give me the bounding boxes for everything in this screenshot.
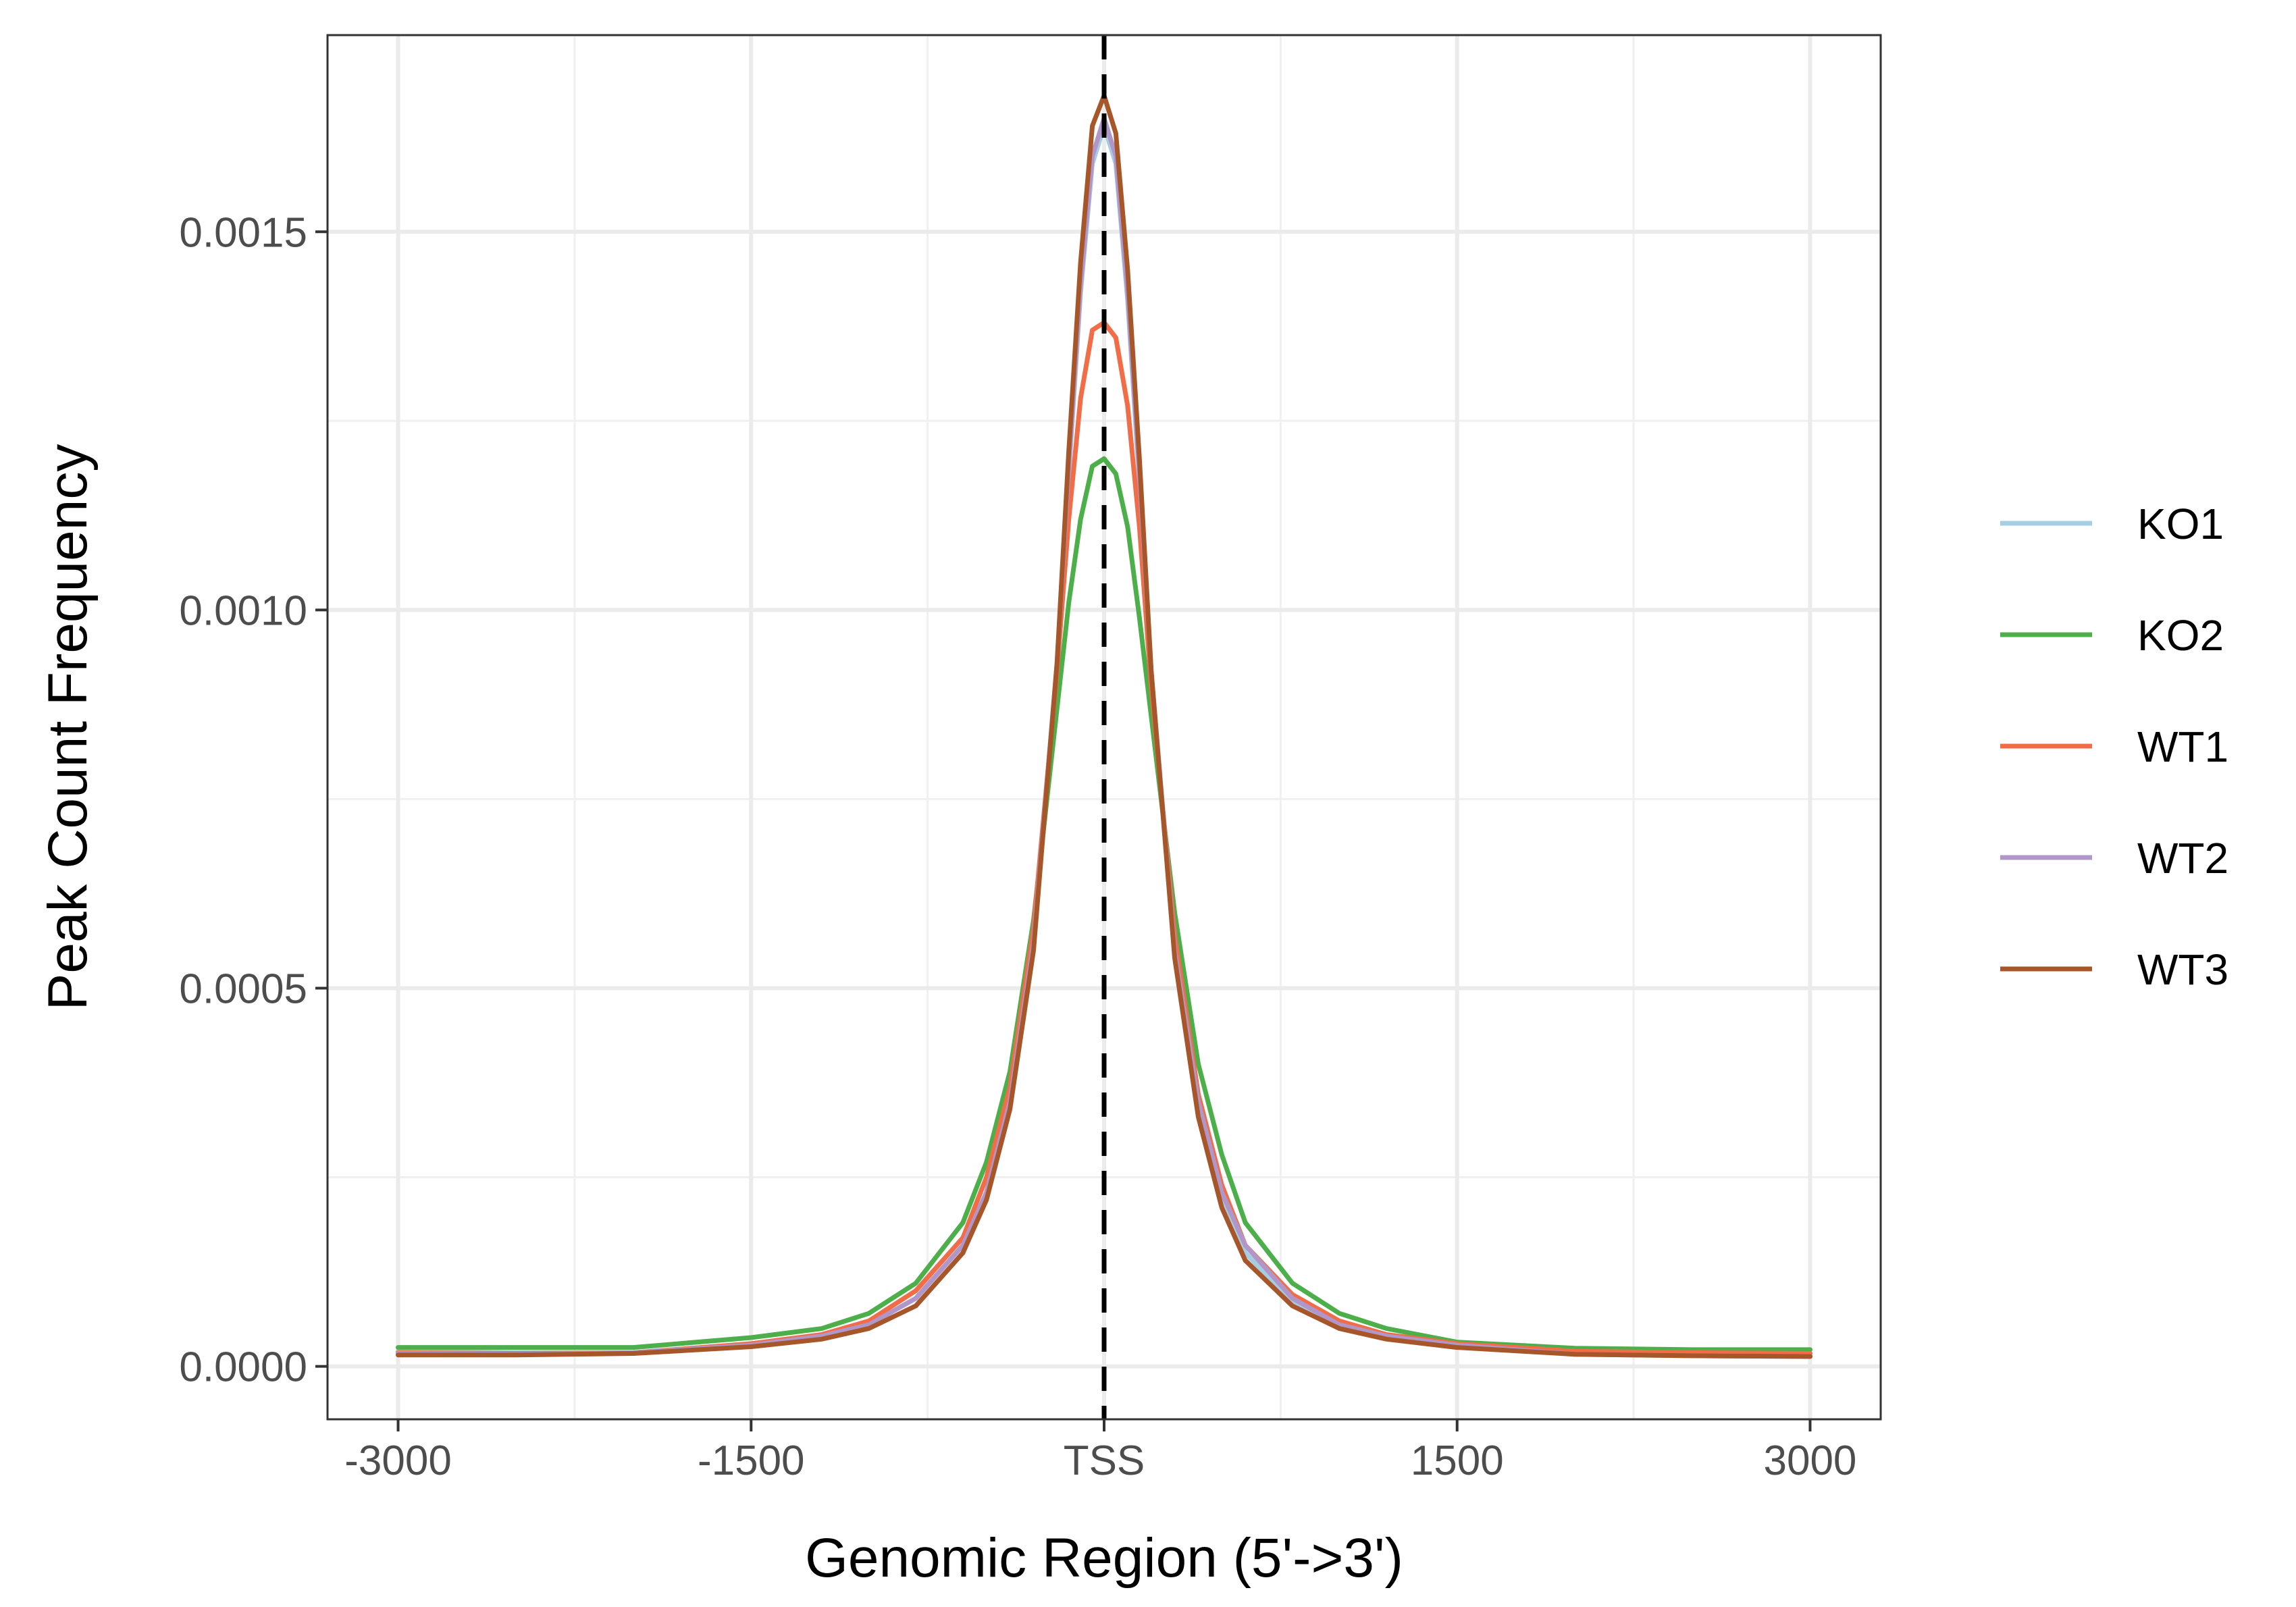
legend: KO1 KO2 WT1 WT2 WT3: [2000, 500, 2228, 994]
x-tick-label: TSS: [1064, 1438, 1145, 1484]
legend-label-wt1: WT1: [2137, 722, 2228, 771]
legend-label-wt2: WT2: [2137, 834, 2228, 882]
x-axis-title: Genomic Region (5'->3'): [805, 1527, 1403, 1589]
x-tick-label: 3000: [1763, 1438, 1856, 1484]
legend-label-ko2: KO2: [2137, 611, 2224, 660]
y-tick-label: 0.0000: [179, 1344, 307, 1391]
legend-label-wt3: WT3: [2137, 945, 2228, 994]
legend-label-ko1: KO1: [2137, 500, 2224, 548]
x-tick-label: -1500: [698, 1438, 805, 1484]
x-tick-label: -3000: [344, 1438, 452, 1484]
y-tick-label: 0.0005: [179, 966, 307, 1012]
y-tick-label: 0.0010: [179, 587, 307, 634]
axes: -3000 -1500 TSS 1500 3000 0.0000 0.0005 0.0010 0…: [179, 209, 1856, 1484]
series-line-ko2: [396, 456, 1812, 1352]
y-axis-title: Peak Count Frequency: [37, 444, 99, 1011]
x-tick-label: 1500: [1411, 1438, 1504, 1484]
y-tick-label: 0.0015: [179, 209, 307, 256]
